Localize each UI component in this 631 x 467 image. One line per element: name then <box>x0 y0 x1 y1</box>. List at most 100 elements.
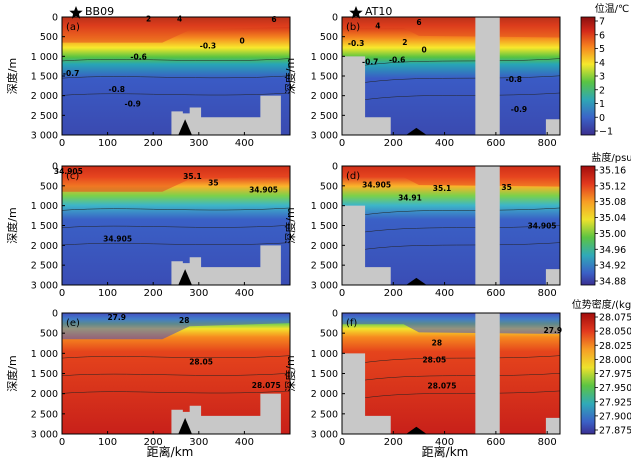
contour-line <box>61 373 291 376</box>
contour-line <box>341 207 561 219</box>
y-tick-label: 2 000 <box>311 91 338 102</box>
y-tick-label: 500 <box>40 181 58 192</box>
x-tick-label: 0 <box>59 437 65 448</box>
x-tick-label: 600 <box>486 288 505 299</box>
station-star-icon <box>69 6 83 19</box>
colorbar-tick-label: 27.900 <box>599 411 631 422</box>
contour-label: 34.905 <box>103 235 132 244</box>
seafloor-terrain <box>171 95 281 135</box>
contour-label: -0.9 <box>124 100 140 109</box>
colorbar-title: 位势密度/(kg/m³) <box>572 298 631 311</box>
y-tick-label: 500 <box>320 329 338 340</box>
colorbar-tick-label: 35.04 <box>599 213 626 224</box>
colorbar-tick-label: 27.925 <box>599 397 631 408</box>
contour-line <box>61 75 291 79</box>
colorbar-tick-label: −1 <box>599 127 613 138</box>
panel-f: 28 28.05 28.075 27.9 (f) 0 200 400 600 800 0 500 1 0… <box>283 309 562 449</box>
upper-layer <box>342 166 560 187</box>
y-tick-label: 2 500 <box>31 409 58 420</box>
colorbar-potential_temperature: 7 6 5 4 3 2 1 0 −1 位温/℃ <box>580 2 630 138</box>
colorbar-tick-label: 27.875 <box>599 426 631 437</box>
x-tick-label: 400 <box>235 138 254 149</box>
contour-line <box>61 225 291 228</box>
panel-b: 4 6 2 0 -0.3 -0.6 -0.7 -0.8 -0.9 (b) 0 200 400 600 800… <box>283 5 561 149</box>
contour-line <box>61 92 291 96</box>
contour-line <box>341 225 561 236</box>
contour-label: -0.3 <box>200 41 216 50</box>
contour-line <box>341 58 561 70</box>
colorbar-tick-label: 28.075 <box>599 313 631 324</box>
colorbar-tick-label: 35.00 <box>599 229 626 240</box>
y-tick-label: 0 <box>52 162 58 173</box>
x-tick-label: 200 <box>384 437 403 448</box>
x-tick-label: 100 <box>98 288 117 299</box>
x-tick-label: 800 <box>538 437 557 448</box>
contour-label: 35.1 <box>183 172 202 181</box>
contour-line <box>341 242 561 254</box>
y-axis-title: 深度/m <box>283 207 297 243</box>
colorbar-title: 位温/℃ <box>595 2 630 15</box>
contour-label: 6 <box>271 15 276 24</box>
station-name: AT10 <box>365 5 392 18</box>
x-tick-label: 300 <box>189 288 208 299</box>
contour-label: -0.9 <box>511 105 527 114</box>
colorbar-tick-label: 6 <box>599 30 605 41</box>
seafloor-terrain <box>342 353 391 434</box>
x-tick-label: 0 <box>59 138 65 149</box>
y-tick-label: 2 500 <box>311 261 338 272</box>
upper-layer <box>62 17 290 43</box>
y-tick-label: 2 000 <box>311 241 338 252</box>
contour-label: 34.905 <box>249 185 278 194</box>
seafloor-terrain <box>342 205 391 285</box>
contour-label: 28.05 <box>422 355 446 364</box>
colorbar-tick-label: 34.96 <box>599 245 626 256</box>
contour-label: 27.9 <box>544 326 563 335</box>
contour-label: 2 <box>402 38 407 47</box>
contour-line <box>341 92 561 104</box>
contour-line <box>61 207 291 211</box>
contour-label: -0.7 <box>362 57 378 66</box>
y-tick-label: 0 <box>332 13 338 24</box>
seafloor-terrain <box>342 56 391 136</box>
contour-label: -0.8 <box>506 75 522 84</box>
x-tick-label: 800 <box>538 288 557 299</box>
y-tick-label: 3 000 <box>31 131 58 142</box>
colorbar-gradient <box>580 165 596 286</box>
y-tick-label: 0 <box>332 309 338 320</box>
colorbar-salinity: 35.16 35.12 35.08 35.04 35.00 34.96 34.92 34.88… <box>580 151 631 288</box>
y-tick-label: 3 000 <box>311 131 338 142</box>
y-tick-label: 500 <box>320 32 338 43</box>
y-tick-label: 1 500 <box>311 369 338 380</box>
contour-line <box>341 355 561 367</box>
y-tick-label: 0 <box>332 162 338 173</box>
contour-label: 35.1 <box>433 184 452 193</box>
y-tick-label: 1 000 <box>311 201 338 212</box>
y-tick-label: 2 000 <box>31 241 58 252</box>
y-tick-label: 1 000 <box>31 52 58 63</box>
seafloor-terrain <box>475 313 500 434</box>
x-tick-label: 600 <box>486 138 505 149</box>
station-name: BB09 <box>85 5 114 18</box>
x-tick-label: 600 <box>486 437 505 448</box>
contour-line <box>61 58 291 62</box>
contour-label: -0.8 <box>109 85 125 94</box>
y-tick-label: 500 <box>40 329 58 340</box>
y-tick-label: 1 500 <box>31 72 58 83</box>
seafloor-terrain <box>171 245 281 285</box>
x-tick-label: 0 <box>339 138 345 149</box>
x-tick-label: 400 <box>435 138 454 149</box>
colorbar-tick-label: 28.050 <box>599 327 631 338</box>
x-tick-label: 400 <box>435 437 454 448</box>
panel-label: (b) <box>346 22 360 33</box>
seamount-marker <box>178 119 192 135</box>
y-tick-label: 2 000 <box>311 389 338 400</box>
x-tick-label: 300 <box>189 138 208 149</box>
upper-layer <box>62 166 290 192</box>
contour-label: 4 <box>375 21 380 30</box>
seamount-marker <box>178 417 192 434</box>
y-tick-label: 1 500 <box>311 221 338 232</box>
panel-label: (e) <box>66 318 80 329</box>
y-tick-label: 1 500 <box>31 369 58 380</box>
colorbar-tick-label: 27.975 <box>599 369 631 380</box>
